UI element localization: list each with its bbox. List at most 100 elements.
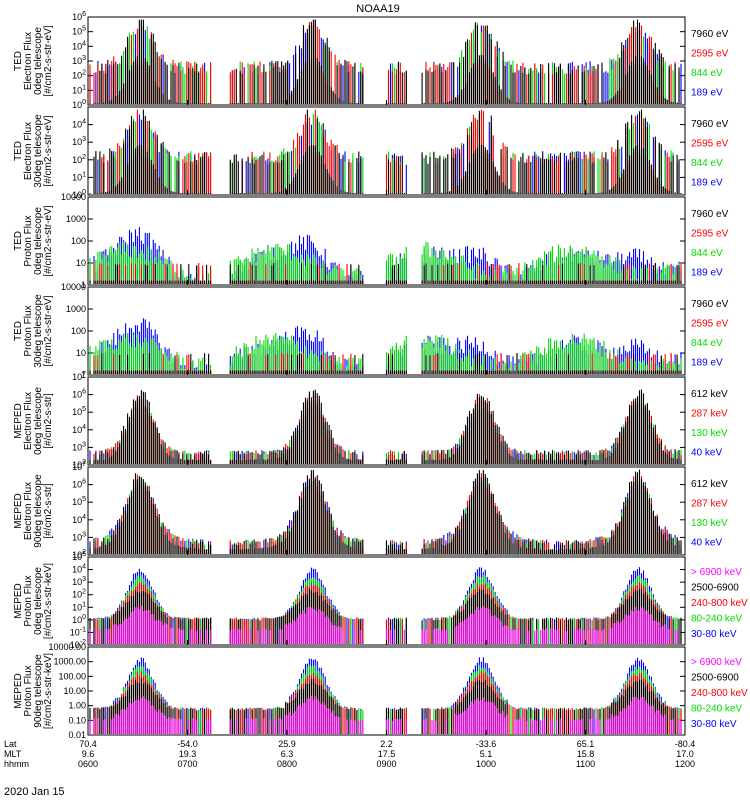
y-tick-label: 101: [72, 171, 86, 182]
y-tick-exponent: 1: [82, 84, 86, 91]
y-tick-label: 1.00: [68, 701, 86, 711]
y-tick-exponent: 0: [82, 189, 86, 196]
y-tick-exponent: 3: [82, 441, 86, 448]
y-tick-exponent: 3: [82, 55, 86, 62]
panel-5: 102 103 104 105 106 107 MEPEDElectron Flux0deg…: [13, 371, 728, 470]
legend-30-80-kev: 30-80 keV: [691, 629, 737, 640]
data-spikes: [89, 567, 682, 644]
y-tick-label: 0.01: [68, 730, 86, 740]
legend-130-kev: 130 keV: [691, 428, 728, 439]
legend-287-kev: 287 keV: [691, 408, 728, 419]
series-2500-6900: [89, 678, 676, 734]
x-axis-group: 70.49.60600-54.019.3070025.96.308002.217…: [4, 100, 695, 769]
y-tick-exponent: 7: [82, 461, 86, 468]
y-tick-exponent: 5: [82, 26, 86, 33]
x-tick-lat: 2.2: [380, 739, 393, 749]
legend-2500-6900: 2500-6900: [691, 582, 739, 593]
y-tick-exponent: 3: [82, 576, 86, 583]
y-tick-label: 103: [72, 55, 86, 66]
y-tick-exponent: 5: [82, 406, 86, 413]
y-axis-label-line: [#/cm2-s-str-eV]: [43, 205, 54, 276]
chart-title: NOAA19: [356, 3, 399, 15]
data-spikes: [89, 318, 682, 374]
y-axis-label-line: Proton Flux: [23, 215, 34, 266]
series--6900-kev: [89, 695, 682, 734]
y-axis-label-line: TED: [13, 321, 24, 341]
y-axis-label: MEPEDProton Flux90deg telescope[#/cm2-s-…: [13, 653, 54, 729]
y-tick-label: 104: [72, 119, 86, 130]
y-axis-label-line: [#/cm2-s-str-eV]: [43, 295, 54, 366]
y-axis-label-line: [#/cm2-s-str]: [43, 483, 54, 539]
y-tick-label: 100: [71, 326, 86, 336]
y-tick-label: 106: [72, 11, 86, 22]
y-axis-label-line: MEPED: [13, 493, 24, 529]
x-tick-hhmm: 0800: [277, 759, 297, 769]
y-axis-label: TEDProton Flux0deg telescope[#/cm2-s-str…: [13, 205, 54, 276]
y-tick-exponent: 2: [82, 589, 86, 596]
panel-4: 1 10 100 1000 10000 TEDProton Flux30deg teles…: [13, 282, 729, 380]
x-tick-lat: -54.0: [177, 739, 198, 749]
y-tick-label: 10-1: [70, 626, 86, 637]
legend--6900-kev: > 6900 keV: [691, 567, 742, 578]
y-tick-label: 105: [72, 406, 86, 417]
y-tick-label: 10000: [61, 192, 86, 202]
legend-7960-ev: 7960 eV: [691, 209, 729, 220]
series-7960-ev: [89, 109, 682, 194]
legend-189-ev: 189 eV: [691, 357, 723, 368]
series-7960-ev: [89, 353, 682, 374]
y-axis-label-line: TED: [13, 51, 24, 71]
y-tick-label: 101: [72, 601, 86, 612]
panel-8: 0.010.101.0010.00100.001000.0010000.00ME…: [13, 642, 748, 740]
y-tick-label: 100: [72, 614, 86, 625]
x-tick-mlt: 15.8: [577, 749, 595, 759]
y-axis-label-line: 90deg telescope: [33, 654, 44, 728]
x-row-label-mlt: MLT: [4, 749, 22, 759]
series-7960-ev: [89, 19, 682, 104]
y-axis-label-line: 0deg telescope: [33, 387, 44, 455]
y-tick-label: 10-2: [70, 639, 86, 650]
y-tick-exponent: 2: [82, 154, 86, 161]
y-tick-label: 102: [72, 459, 86, 470]
x-tick-lat: 65.1: [577, 739, 595, 749]
y-tick-label: 1: [81, 370, 86, 380]
y-tick-label: 1000: [66, 214, 86, 224]
series-612-kev: [89, 469, 682, 554]
legend-2500-6900: 2500-6900: [691, 672, 739, 683]
y-axis-label-line: Proton Flux: [23, 665, 34, 716]
legend-844-ev: 844 eV: [691, 68, 723, 79]
x-tick-mlt: 6.3: [281, 749, 294, 759]
y-tick-label: 104: [72, 564, 86, 575]
y-axis-label-line: TED: [13, 231, 24, 251]
legend-40-kev: 40 keV: [691, 537, 722, 548]
legend-844-ev: 844 eV: [691, 338, 723, 349]
y-tick-exponent: 7: [82, 371, 86, 378]
x-tick-mlt: 17.0: [676, 749, 694, 759]
legend-189-ev: 189 eV: [691, 267, 723, 278]
y-tick-label: 107: [72, 371, 86, 382]
y-tick-label: 10000.00: [48, 642, 86, 652]
y-tick-label: 100: [72, 99, 86, 110]
y-axis-label: MEPEDElectron Flux90deg telescope[#/cm2-…: [13, 474, 54, 548]
x-tick-hhmm: 0700: [177, 759, 197, 769]
y-tick-label: 100: [71, 236, 86, 246]
legend-240-800-kev: 240-800 keV: [691, 598, 748, 609]
y-axis-label-line: MEPED: [13, 583, 24, 619]
x-tick-hhmm: 1000: [476, 759, 496, 769]
y-axis-label-line: 30deg telescope: [33, 294, 44, 368]
series-240-800-kev: [93, 582, 682, 644]
legend-30-80-kev: 30-80 keV: [691, 719, 737, 730]
legend--6900-kev: > 6900 keV: [691, 657, 742, 668]
legend-7960-ev: 7960 eV: [691, 29, 729, 40]
y-tick-label: 0.10: [68, 715, 86, 725]
y-tick-exponent: 4: [82, 564, 86, 571]
y-tick-exponent: 4: [82, 40, 86, 47]
x-tick-mlt: 9.6: [82, 749, 95, 759]
y-axis-label-line: [#/cm2-s-str-keV]: [43, 563, 54, 639]
legend-7960-ev: 7960 eV: [691, 119, 729, 130]
y-axis-label-line: Electron Flux: [23, 392, 34, 450]
y-tick-label: 102: [72, 589, 86, 600]
y-axis-label-line: 0deg telescope: [33, 27, 44, 95]
